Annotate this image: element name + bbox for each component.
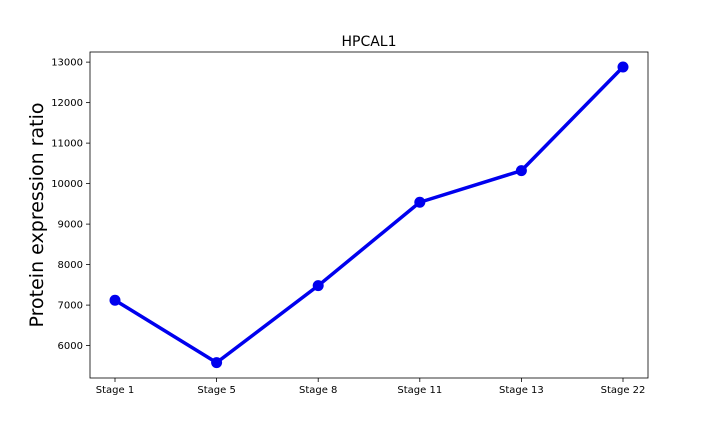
x-tick-label: Stage 13 xyxy=(499,385,544,396)
x-tick-label: Stage 5 xyxy=(197,385,235,396)
data-point xyxy=(515,165,527,177)
x-tick-label: Stage 22 xyxy=(601,385,646,396)
data-point xyxy=(414,196,426,208)
x-tick-label: Stage 11 xyxy=(397,385,442,396)
y-axis-ticks: 6000 7000 8000 9000 10000 11000 12000 13000 xyxy=(51,58,90,352)
data-point xyxy=(109,294,121,306)
x-axis-ticks: Stage 1 Stage 5 Stage 8 Stage 11 Stage 13 Sta… xyxy=(96,378,646,396)
chart-title: HPCAL1 xyxy=(341,34,396,50)
y-tick-label: 6000 xyxy=(58,341,83,352)
series-line xyxy=(114,65,625,365)
y-tick-label: 7000 xyxy=(58,301,83,312)
data-point xyxy=(211,357,223,369)
y-axis-label: Protein expression ratio xyxy=(26,103,48,328)
x-tick-label: Stage 8 xyxy=(299,385,337,396)
y-tick-label: 11000 xyxy=(51,139,83,150)
y-tick-label: 12000 xyxy=(51,98,83,109)
y-tick-label: 9000 xyxy=(58,220,83,231)
x-tick-label: Stage 1 xyxy=(96,385,134,396)
y-tick-label: 8000 xyxy=(58,260,83,271)
data-point xyxy=(617,61,629,73)
series-group xyxy=(109,61,629,369)
y-tick-label: 13000 xyxy=(51,58,83,69)
data-point xyxy=(312,280,324,292)
y-tick-label: 10000 xyxy=(51,179,83,190)
plot-area-frame xyxy=(89,51,649,379)
